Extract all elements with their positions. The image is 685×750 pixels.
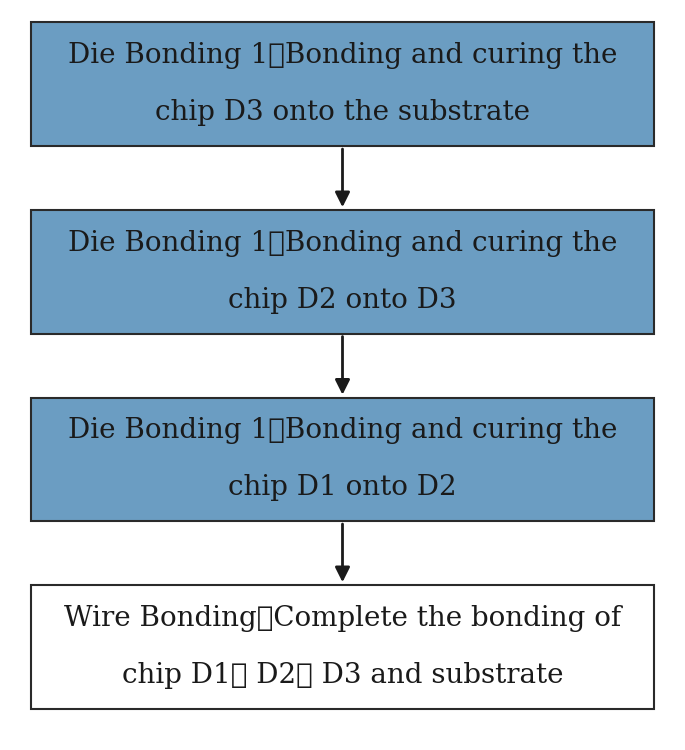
Bar: [31, 398, 654, 521]
Bar: [31, 22, 654, 146]
Bar: [31, 585, 654, 709]
Text: chip D2 onto D3: chip D2 onto D3: [228, 287, 457, 314]
Text: Wire Bonding：Complete the bonding of: Wire Bonding：Complete the bonding of: [64, 604, 621, 631]
Text: chip D3 onto the substrate: chip D3 onto the substrate: [155, 100, 530, 127]
Text: chip D1、 D2、 D3 and substrate: chip D1、 D2、 D3 and substrate: [122, 662, 563, 689]
Bar: [31, 210, 654, 334]
Text: chip D1 onto D2: chip D1 onto D2: [228, 475, 457, 502]
Text: Die Bonding 1：Bonding and curing the: Die Bonding 1：Bonding and curing the: [68, 42, 617, 70]
Text: Die Bonding 1：Bonding and curing the: Die Bonding 1：Bonding and curing the: [68, 418, 617, 444]
Text: Die Bonding 1：Bonding and curing the: Die Bonding 1：Bonding and curing the: [68, 230, 617, 256]
